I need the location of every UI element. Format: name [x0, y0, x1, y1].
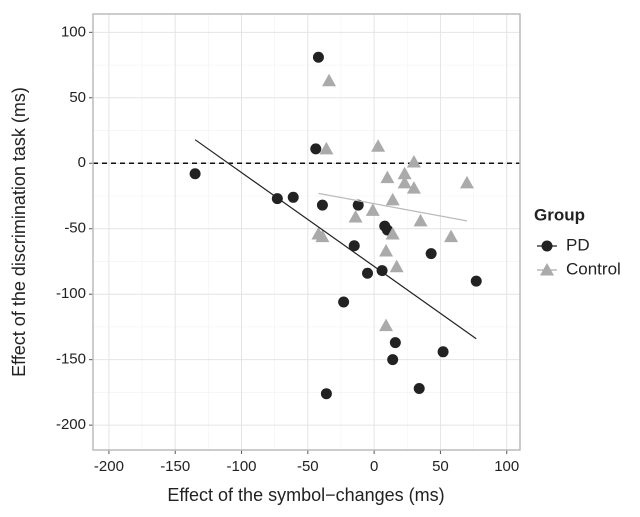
point	[315, 229, 330, 243]
point	[389, 259, 404, 273]
point	[413, 382, 425, 394]
point	[387, 354, 399, 366]
point	[413, 213, 428, 227]
legend-label: PD	[566, 235, 590, 254]
y-tick-label: -150	[56, 351, 86, 368]
fit-line	[194, 139, 477, 340]
legend-title: Group	[534, 205, 585, 224]
plot-border	[92, 13, 521, 451]
legend-marker	[541, 240, 553, 252]
point	[459, 175, 474, 189]
point	[338, 296, 350, 308]
x-tick-label: -50	[297, 458, 319, 475]
x-axis-label: Effect of the symbol−changes (ms)	[167, 485, 444, 505]
point	[371, 139, 386, 152]
point	[316, 199, 328, 211]
y-tick-label: -50	[64, 220, 86, 237]
point	[406, 181, 421, 194]
point	[379, 243, 394, 257]
y-tick-label: -200	[56, 416, 86, 433]
x-tick-label: 50	[432, 458, 449, 475]
point	[385, 226, 400, 240]
x-tick-label: -100	[227, 458, 257, 475]
plot-panel	[93, 14, 520, 450]
point	[352, 199, 364, 211]
point	[437, 346, 449, 358]
point	[397, 175, 412, 189]
point	[406, 154, 421, 168]
y-axis-label: Effect of the discrimination task (ms)	[9, 87, 29, 377]
point	[287, 191, 299, 203]
x-tick-label: -150	[160, 458, 190, 475]
legend-marker	[540, 263, 554, 276]
point	[322, 73, 337, 87]
point	[312, 51, 324, 63]
point	[397, 166, 412, 180]
point	[379, 318, 394, 332]
x-tick-label: 100	[494, 458, 519, 475]
y-tick-label: 0	[78, 154, 86, 171]
point	[348, 240, 360, 252]
fit-line	[318, 192, 468, 222]
y-tick-label: 50	[69, 89, 86, 106]
point	[385, 192, 400, 206]
point	[319, 141, 334, 155]
point	[320, 388, 332, 400]
point	[444, 229, 459, 243]
point	[389, 337, 401, 349]
x-tick-label: -200	[94, 458, 124, 475]
point	[365, 203, 380, 216]
point	[348, 209, 363, 223]
point	[310, 143, 322, 155]
point	[362, 267, 373, 279]
y-tick-label: -100	[56, 285, 86, 302]
point	[189, 168, 201, 180]
point	[470, 275, 482, 287]
x-tick-label: 0	[370, 458, 378, 475]
legend-label: Control	[566, 259, 621, 278]
y-tick-label: 100	[61, 23, 86, 40]
point	[425, 248, 437, 260]
point	[380, 170, 395, 184]
